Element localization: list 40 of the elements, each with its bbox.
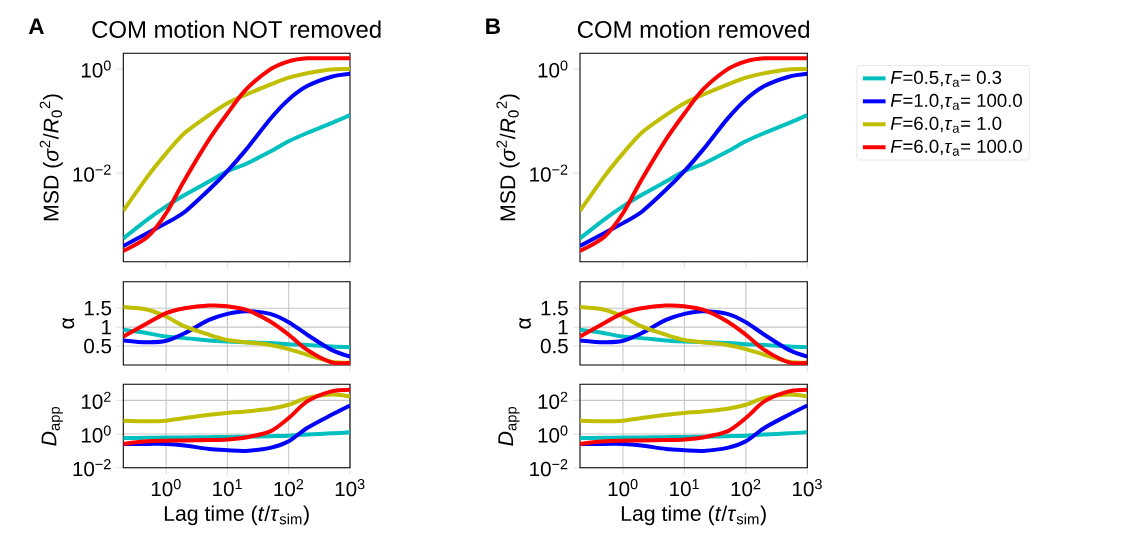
x-axis-title: Lag time (t/τ$_{sim}$) — [164, 505, 309, 526]
legend-label: F=0.5,τ$_{a}$= 0.3 — [890, 70, 1002, 87]
y-tick-label: 0.5 — [540, 338, 568, 354]
x-tick-label: 10$^{2}$ — [731, 479, 761, 497]
legend-label: F=6.0,τ$_{a}$= 1.0 — [890, 116, 1002, 133]
y-tick-label: 1 — [558, 320, 568, 335]
y-tick-label: 10$^{0}$ — [81, 60, 111, 78]
x-tick-label: 10$^{3}$ — [793, 479, 822, 497]
y-tick-label: 10$^{0}$ — [81, 425, 111, 443]
chart-title: COM motion NOT removed — [92, 20, 381, 38]
y-tick-label: 10$^{0}$ — [538, 425, 568, 443]
x-axis-title: Lag time (t/τ$_{sim}$) — [621, 505, 766, 526]
y-tick-label: 10$^{−2}$ — [73, 459, 111, 477]
y-tick-label: 10$^{2}$ — [538, 391, 568, 409]
y-tick-label: 10$^{2}$ — [81, 391, 111, 409]
y-axis-title: D$_{app}$ — [41, 406, 63, 446]
x-tick-label: 10$^{1}$ — [670, 479, 699, 497]
y-axis-title: α — [62, 317, 75, 329]
chart-title: COM motion removed — [577, 20, 809, 38]
y-tick-label: 10$^{−2}$ — [530, 164, 568, 182]
text: A — [28, 18, 44, 35]
y-tick-label: 10$^{0}$ — [538, 60, 568, 78]
y-axis-title: MSD (σ$^{2}$/R$_{0}$$^{2}$) — [496, 94, 520, 221]
y-axis-title: α — [519, 317, 531, 329]
x-tick-label: 10$^{0}$ — [608, 479, 638, 497]
y-axis-title: MSD (σ$^{2}$/R$_{0}$$^{2}$) — [39, 94, 63, 221]
y-tick-label: 10$^{−2}$ — [530, 459, 568, 477]
legend-label: F=1.0,τ$_{a}$= 100.0 — [890, 93, 1022, 110]
y-tick-label: 10$^{−2}$ — [73, 164, 111, 182]
x-tick-label: 10$^{3}$ — [335, 479, 365, 497]
x-tick-label: 10$^{0}$ — [151, 479, 181, 497]
y-tick-label: 1.5 — [84, 301, 112, 316]
legend-label: F=6.0,τ$_{a}$= 100.0 — [890, 139, 1022, 156]
text: B — [486, 18, 500, 35]
y-axis-title: D$_{app}$ — [498, 406, 520, 446]
x-tick-label: 10$^{2}$ — [274, 479, 304, 497]
x-tick-label: 10$^{1}$ — [213, 479, 242, 497]
y-tick-label: 0.5 — [84, 338, 112, 354]
y-tick-label: 1.5 — [541, 301, 568, 316]
y-tick-label: 1 — [102, 320, 111, 335]
